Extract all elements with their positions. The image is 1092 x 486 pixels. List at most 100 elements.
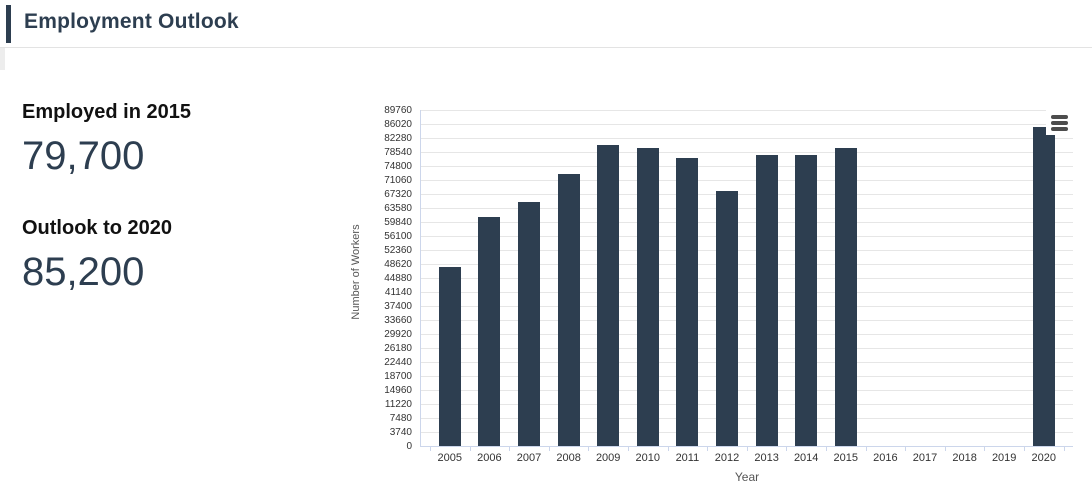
y-tick-label: 22440 xyxy=(384,356,412,368)
y-tick-label: 63580 xyxy=(384,202,412,214)
x-tick-label-2008: 2008 xyxy=(556,452,581,464)
bar-2020[interactable] xyxy=(1032,127,1055,446)
x-axis-tick xyxy=(430,446,431,451)
section-header: Employment Outlook xyxy=(0,0,1092,48)
y-tick-label: 26180 xyxy=(384,342,412,354)
y-tick-label: 7480 xyxy=(389,412,412,424)
y-tick-label: 74800 xyxy=(384,160,412,172)
x-tick-label-2013: 2013 xyxy=(754,452,779,464)
y-tick-label: 18700 xyxy=(384,370,412,382)
x-axis-tick xyxy=(509,446,511,451)
x-axis-tick xyxy=(786,446,788,451)
y-gridline xyxy=(420,235,1073,237)
y-gridline xyxy=(420,207,1073,209)
x-tick-label-2010: 2010 xyxy=(635,452,661,464)
bar-2008[interactable] xyxy=(557,173,580,446)
x-axis-tick xyxy=(746,446,748,451)
bar-2006[interactable] xyxy=(478,216,501,446)
x-tick-label-2011: 2011 xyxy=(675,452,700,464)
x-tick-label-2019: 2019 xyxy=(991,452,1017,464)
y-tick-label: 41140 xyxy=(384,286,412,298)
y-tick-label: 89760 xyxy=(384,104,412,116)
y-tick-label: 11220 xyxy=(384,398,412,410)
y-gridline xyxy=(420,417,1073,419)
y-tick-label: 3740 xyxy=(389,426,412,438)
y-gridline xyxy=(420,333,1073,335)
chart-context-menu-button[interactable] xyxy=(1046,110,1073,135)
y-tick-label: 33660 xyxy=(384,314,412,326)
x-tick-label-2017: 2017 xyxy=(912,452,938,464)
bar-2011[interactable] xyxy=(676,158,699,446)
bar-2015[interactable] xyxy=(834,147,857,446)
x-axis-tick xyxy=(865,446,867,451)
x-tick-label-2020: 2020 xyxy=(1031,452,1057,464)
y-gridline xyxy=(420,375,1073,377)
y-gridline xyxy=(420,291,1073,293)
x-axis-tick xyxy=(984,446,986,451)
y-gridline xyxy=(420,249,1073,251)
y-gridline xyxy=(420,193,1073,195)
stat-label-employed-2015: Employed in 2015 xyxy=(22,101,191,123)
x-tick-label-2005: 2005 xyxy=(437,452,463,464)
bar-2010[interactable] xyxy=(636,148,659,446)
x-axis-tick xyxy=(1063,446,1065,451)
x-tick-label-2015: 2015 xyxy=(833,452,859,464)
y-tick-label: 56100 xyxy=(384,230,412,242)
y-tick-label: 29920 xyxy=(384,328,412,340)
x-axis-tick xyxy=(469,446,471,451)
y-gridline xyxy=(420,361,1073,363)
y-gridline xyxy=(420,389,1073,391)
x-axis-tick xyxy=(628,446,629,451)
y-gridline xyxy=(420,403,1073,405)
x-tick-label-2012: 2012 xyxy=(714,452,740,464)
x-tick-label-2018: 2018 xyxy=(952,452,977,464)
y-tick-label: 78540 xyxy=(384,146,412,158)
stat-label-outlook-2020: Outlook to 2020 xyxy=(22,217,173,239)
x-tick-label-2007: 2007 xyxy=(516,452,542,464)
y-gridline xyxy=(420,319,1073,321)
x-tick-label-2016: 2016 xyxy=(873,452,898,464)
x-axis-tick xyxy=(707,446,709,451)
stat-value-outlook-2020: 85,200 xyxy=(22,250,145,294)
y-gridline xyxy=(420,263,1073,265)
y-tick-label: 52360 xyxy=(384,244,412,256)
x-axis-tick xyxy=(826,446,827,451)
x-axis-tick xyxy=(548,446,550,451)
y-gridline xyxy=(420,165,1073,167)
bar-2012[interactable] xyxy=(716,191,738,446)
bar-2005[interactable] xyxy=(438,266,461,446)
y-gridline xyxy=(420,151,1073,153)
y-gridline xyxy=(420,431,1073,433)
x-tick-label-2014: 2014 xyxy=(793,452,819,464)
page-title: Employment Outlook xyxy=(24,10,239,33)
bar-2007[interactable] xyxy=(518,201,540,446)
y-tick-label: 59840 xyxy=(384,216,412,228)
stat-value-employed-2015: 79,700 xyxy=(22,134,145,178)
bar-2009[interactable] xyxy=(597,145,620,446)
y-tick-label: 37400 xyxy=(384,300,412,312)
y-gridline xyxy=(420,179,1073,181)
y-gridline xyxy=(420,137,1073,139)
y-gridline xyxy=(420,123,1073,125)
bar-2014[interactable] xyxy=(795,154,818,446)
x-axis-tick xyxy=(905,446,907,451)
y-tick-label: 67320 xyxy=(384,188,412,200)
x-axis-tick xyxy=(588,446,590,451)
y-gridline xyxy=(420,347,1073,349)
hamburger-menu-icon xyxy=(1051,114,1068,119)
y-gridline xyxy=(420,221,1073,223)
x-axis-line xyxy=(420,446,1073,447)
x-axis-title: Year xyxy=(734,470,760,484)
y-tick-label: 82280 xyxy=(384,132,412,144)
x-tick-label-2006: 2006 xyxy=(477,452,502,464)
y-tick-label: 86020 xyxy=(384,118,412,130)
bar-2013[interactable] xyxy=(755,154,778,446)
y-tick-label: 44880 xyxy=(384,272,412,284)
y-axis-line xyxy=(420,110,421,446)
y-tick-label: 0 xyxy=(406,440,412,452)
y-gridline xyxy=(420,305,1073,307)
y-gridline xyxy=(420,277,1073,279)
x-axis-tick xyxy=(1024,446,1025,451)
